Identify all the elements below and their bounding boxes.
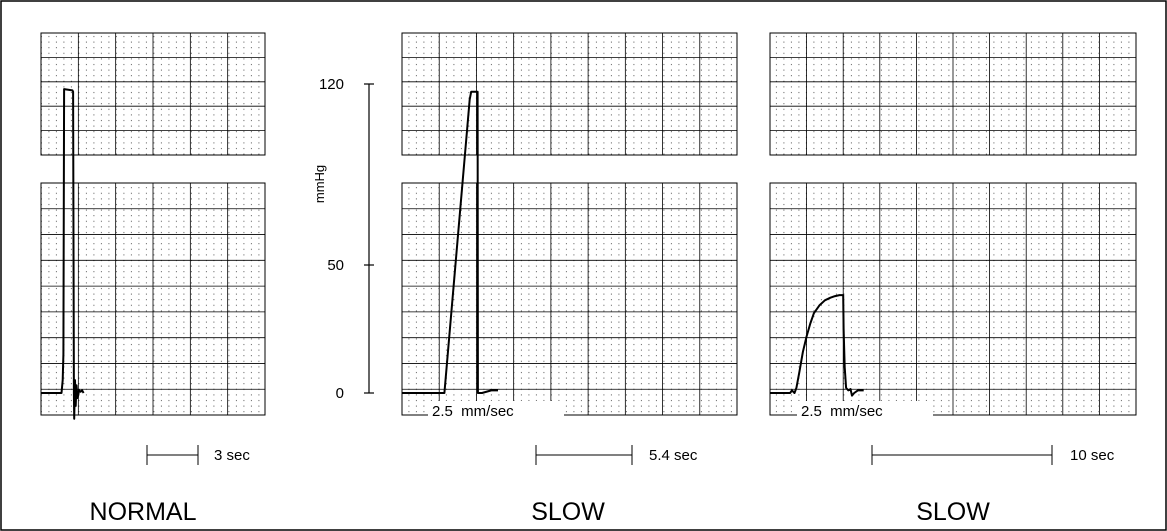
paper-speed-labels: 2.5 mm/sec 2.5 mm/sec bbox=[428, 401, 933, 420]
paper-speed-bg-2 bbox=[428, 401, 564, 420]
y-tick-label-50: 50 bbox=[327, 257, 344, 274]
pressure-trace-3 bbox=[770, 294, 864, 397]
panel-title-3: SLOW bbox=[916, 498, 990, 526]
grid-panel-1 bbox=[40, 32, 266, 416]
chart-paper-grids bbox=[40, 32, 1137, 416]
time-scale-1: 3 sec bbox=[146, 445, 250, 465]
y-axis-label: mmHg bbox=[312, 165, 327, 203]
pressure-trace-1 bbox=[41, 88, 85, 420]
y-tick-label-120: 120 bbox=[319, 76, 344, 93]
duration-label-1: 3 sec bbox=[214, 447, 250, 464]
pressure-traces bbox=[41, 88, 864, 420]
grid-top-2 bbox=[401, 32, 738, 156]
paper-speed-label-2: 2.5 mm/sec bbox=[432, 403, 514, 420]
paper-speed-label-3: 2.5 mm/sec bbox=[801, 403, 883, 420]
y-axis: 120 50 0 mmHg bbox=[312, 76, 374, 402]
duration-label-3: 10 sec bbox=[1070, 447, 1115, 464]
pressure-trace-2 bbox=[402, 90, 498, 394]
duration-label-2: 5.4 sec bbox=[649, 447, 698, 464]
panel-titles: NORMAL SLOW SLOW bbox=[90, 498, 991, 526]
panel-title-2: SLOW bbox=[531, 498, 605, 526]
grid-panel-3 bbox=[769, 32, 1137, 416]
grid-panel-2 bbox=[401, 32, 738, 416]
time-scale-2: 5.4 sec bbox=[535, 445, 698, 465]
time-scale-3: 10 sec bbox=[871, 445, 1115, 465]
y-tick-label-0: 0 bbox=[336, 385, 344, 402]
grid-bottom-2 bbox=[401, 182, 738, 416]
panel-title-1: NORMAL bbox=[90, 498, 197, 526]
time-scales: 3 sec 5.4 sec 10 sec bbox=[146, 445, 1115, 465]
paper-speed-bg-3 bbox=[797, 401, 933, 420]
